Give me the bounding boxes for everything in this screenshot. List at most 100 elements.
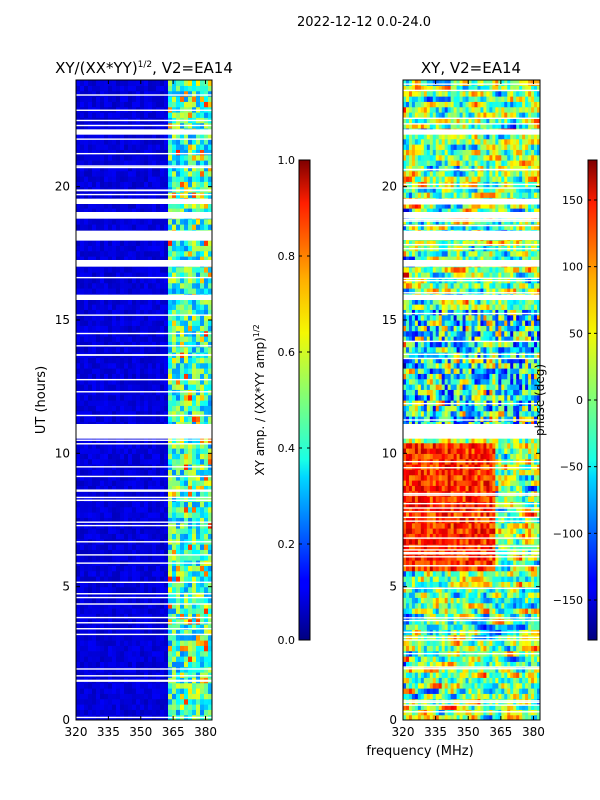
heatmap-cell [196, 160, 201, 166]
heatmap-cell [124, 709, 129, 716]
heatmap-cell [104, 458, 109, 465]
heatmap-cell [528, 704, 532, 710]
heatmap-cell [140, 602, 145, 609]
heatmap-cell [208, 144, 212, 150]
heatmap-cell [136, 645, 141, 652]
heatmap-cell [192, 341, 197, 348]
heatmap-cell [164, 592, 169, 598]
heatmap-cell [420, 672, 425, 678]
heatmap-cell [132, 485, 137, 492]
heatmap-cell [144, 154, 149, 161]
heatmap-cell [104, 501, 109, 508]
heatmap-cell [84, 400, 89, 406]
heatmap-cell [148, 480, 153, 486]
heatmap-cell [204, 170, 209, 177]
heatmap-cell [525, 656, 529, 662]
heatmap-cell [188, 672, 193, 678]
heatmap-cell [116, 304, 121, 310]
heatmap-cell [80, 501, 85, 508]
heatmap-cell [76, 85, 81, 92]
heatmap-cell [88, 496, 93, 502]
heatmap-cell [128, 181, 133, 188]
heatmap-cell [417, 640, 422, 646]
heatmap-cell [120, 640, 125, 646]
heatmap-cell [176, 266, 181, 273]
heatmap-cell [168, 320, 173, 326]
heatmap-cell [168, 298, 173, 305]
heatmap-cell [132, 149, 137, 156]
heatmap-cell [477, 661, 482, 668]
heatmap-cell [444, 640, 449, 646]
heatmap-cell [92, 272, 97, 278]
heatmap-cell [96, 608, 101, 614]
heatmap-cell [140, 309, 145, 316]
heatmap-cell [468, 693, 473, 700]
heatmap-cell [208, 517, 212, 524]
heatmap-cell [192, 506, 197, 513]
heatmap-cell [140, 154, 145, 161]
heatmap-cell [124, 373, 129, 380]
heatmap-cell [196, 474, 201, 481]
heatmap-cell [100, 346, 105, 353]
heatmap-cell [88, 320, 93, 326]
heatmap-cell [537, 704, 540, 710]
heatmap-cell [160, 144, 165, 150]
heatmap-cell [172, 597, 177, 604]
heatmap-cell [136, 149, 141, 156]
heatmap-cell [204, 112, 209, 118]
heatmap-cell [180, 592, 185, 598]
heatmap-cell [200, 618, 205, 625]
heatmap-cell [164, 101, 169, 108]
heatmap-cell [528, 645, 532, 652]
heatmap-cell [156, 240, 161, 246]
heatmap-cell [108, 154, 113, 161]
heatmap-cell [172, 154, 177, 161]
heatmap-cell [208, 96, 212, 102]
heatmap-cell [176, 496, 181, 502]
heatmap-cell [196, 181, 201, 188]
heatmap-cell [156, 170, 161, 177]
heatmap-cell [156, 549, 161, 556]
heatmap-cell [453, 682, 458, 689]
heatmap-cell [116, 138, 121, 145]
heatmap-cell [172, 698, 177, 705]
heatmap-cell [92, 448, 97, 454]
heatmap-cell [444, 688, 449, 694]
heatmap-cell [510, 661, 514, 668]
heatmap-cell [128, 576, 133, 582]
heatmap-cell [468, 666, 473, 673]
heatmap-cell [76, 298, 81, 305]
heatmap-cell [132, 320, 137, 326]
heatmap-cell [176, 613, 181, 620]
heatmap-cell [96, 336, 101, 342]
heatmap-cell [124, 272, 129, 278]
heatmap-cell [140, 298, 145, 305]
heatmap-cell [116, 474, 121, 481]
heatmap-cell [196, 336, 201, 342]
heatmap-cell [136, 533, 141, 540]
heatmap-cell [180, 698, 185, 705]
heatmap-cell [516, 661, 520, 668]
heatmap-cell [204, 581, 209, 588]
heatmap-cell [537, 714, 540, 720]
heatmap-cell [196, 485, 201, 492]
heatmap-cell [176, 341, 181, 348]
heatmap-cell [108, 682, 113, 689]
heatmap-cell [76, 458, 81, 465]
heatmap-cell [116, 565, 121, 572]
heatmap-cell [172, 640, 177, 646]
heatmap-cell [403, 640, 407, 646]
heatmap-cell [200, 634, 205, 641]
heatmap-cell [176, 485, 181, 492]
heatmap-cell [88, 394, 93, 401]
heatmap-cell [112, 320, 117, 326]
heatmap-cell [188, 85, 193, 92]
heatmap-cell [128, 672, 133, 678]
heatmap-cell [204, 448, 209, 454]
heatmap-cell [208, 554, 212, 561]
heatmap-cell [160, 661, 165, 668]
heatmap-cell [196, 624, 201, 630]
heatmap-cell [132, 368, 137, 374]
heatmap-cell [180, 202, 185, 209]
heatmap-cell [80, 570, 85, 577]
